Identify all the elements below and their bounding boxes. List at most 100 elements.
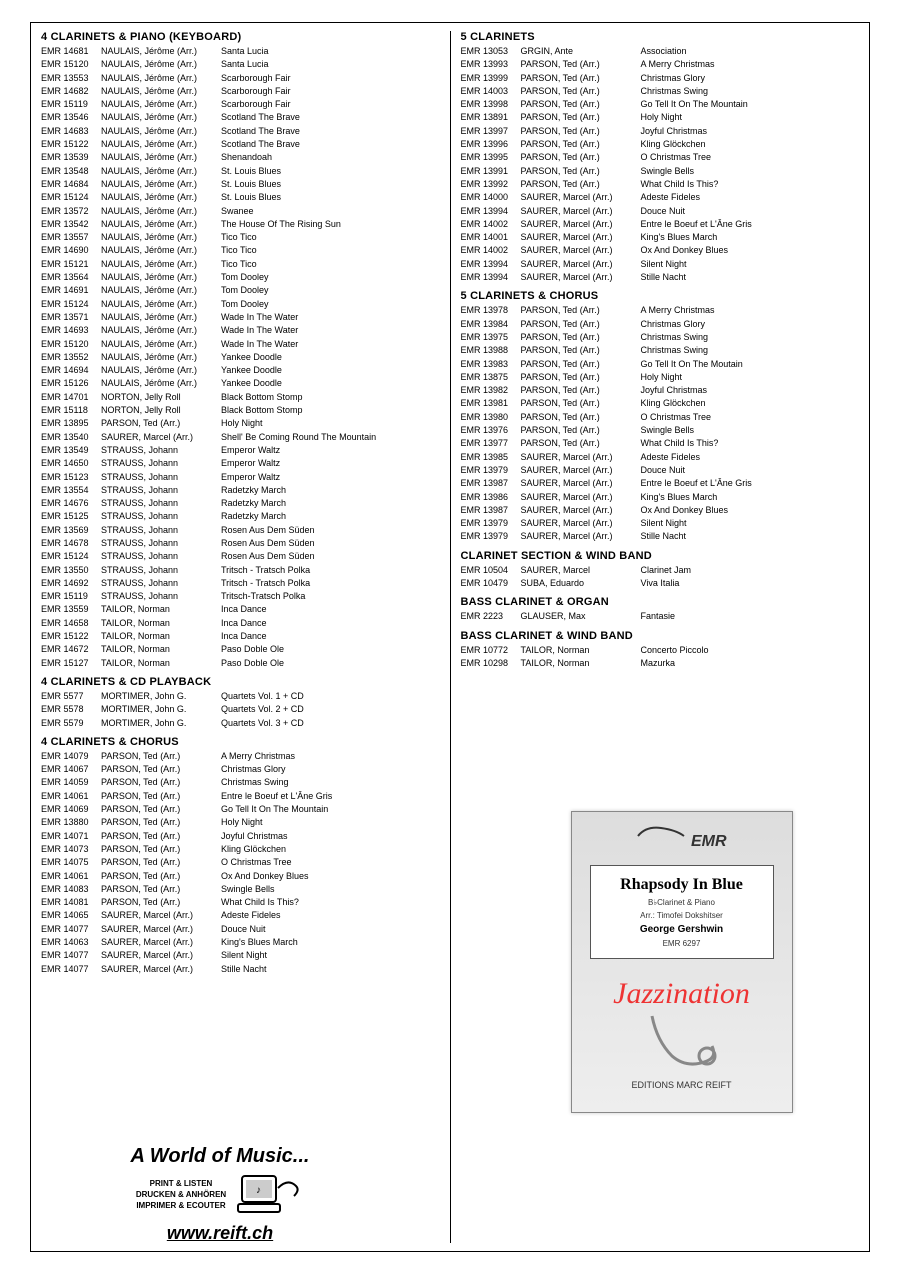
col-author: SUBA, Eduardo <box>521 577 641 590</box>
col-title: Adeste Fideles <box>641 451 860 464</box>
catalog-row: EMR 13987SAURER, Marcel (Arr.)Ox And Don… <box>461 504 860 517</box>
col-author: STRAUSS, Johann <box>101 444 221 457</box>
col-code: EMR 13996 <box>461 138 521 151</box>
cover-brand: EMR <box>572 826 792 851</box>
col-author: SAURER, Marcel (Arr.) <box>521 504 641 517</box>
col-title: O Christmas Tree <box>221 856 440 869</box>
col-title: A Merry Christmas <box>641 304 860 317</box>
col-author: PARSON, Ted (Arr.) <box>521 72 641 85</box>
catalog-row: EMR 14077SAURER, Marcel (Arr.)Stille Nac… <box>41 963 440 976</box>
col-code: EMR 14690 <box>41 244 101 257</box>
col-author: NAULAIS, Jérôme (Arr.) <box>101 364 221 377</box>
col-code: EMR 14000 <box>461 191 521 204</box>
col-author: STRAUSS, Johann <box>101 564 221 577</box>
col-title: Radetzky March <box>221 484 440 497</box>
col-code: EMR 13975 <box>461 331 521 344</box>
catalog-row: EMR 13548NAULAIS, Jérôme (Arr.)St. Louis… <box>41 165 440 178</box>
col-code: EMR 13979 <box>461 464 521 477</box>
catalog-row: EMR 13880PARSON, Ted (Arr.)Holy Night <box>41 816 440 829</box>
col-author: PARSON, Ted (Arr.) <box>521 111 641 124</box>
catalog-row: EMR 14065SAURER, Marcel (Arr.)Adeste Fid… <box>41 909 440 922</box>
col-code: EMR 13994 <box>461 271 521 284</box>
cover-composer: George Gershwin <box>595 924 769 935</box>
col-title: Paso Doble Ole <box>221 643 440 656</box>
catalog-row: EMR 13975PARSON, Ted (Arr.)Christmas Swi… <box>461 331 860 344</box>
col-code: EMR 15122 <box>41 138 101 151</box>
col-title: Radetzky March <box>221 510 440 523</box>
col-code: EMR 13998 <box>461 98 521 111</box>
catalog-row: EMR 13540SAURER, Marcel (Arr.)Shell' Be … <box>41 431 440 444</box>
catalog-row: EMR 13542NAULAIS, Jérôme (Arr.)The House… <box>41 218 440 231</box>
col-code: EMR 13552 <box>41 351 101 364</box>
col-author: PARSON, Ted (Arr.) <box>101 803 221 816</box>
col-title: Swanee <box>221 205 440 218</box>
col-author: NORTON, Jelly Roll <box>101 404 221 417</box>
catalog-row: EMR 14001SAURER, Marcel (Arr.)King's Blu… <box>461 231 860 244</box>
catalog-row: EMR 13554STRAUSS, JohannRadetzky March <box>41 484 440 497</box>
col-code: EMR 13542 <box>41 218 101 231</box>
col-author: SAURER, Marcel (Arr.) <box>101 431 221 444</box>
catalog-row: EMR 15119STRAUSS, JohannTritsch-Tratsch … <box>41 590 440 603</box>
col-title: Ox And Donkey Blues <box>641 504 860 517</box>
col-code: EMR 13539 <box>41 151 101 164</box>
catalog-row: EMR 13539NAULAIS, Jérôme (Arr.)Shenandoa… <box>41 151 440 164</box>
col-code: EMR 5579 <box>41 717 101 730</box>
catalog-row: EMR 14077SAURER, Marcel (Arr.)Silent Nig… <box>41 949 440 962</box>
col-title: Wade In The Water <box>221 338 440 351</box>
col-author: NAULAIS, Jérôme (Arr.) <box>101 271 221 284</box>
col-title: Adeste Fideles <box>221 909 440 922</box>
catalog-row: EMR 13999PARSON, Ted (Arr.)Christmas Glo… <box>461 72 860 85</box>
col-author: MORTIMER, John G. <box>101 703 221 716</box>
catalog-row: EMR 15120NAULAIS, Jérôme (Arr.)Wade In T… <box>41 338 440 351</box>
col-code: EMR 13997 <box>461 125 521 138</box>
col-title: Holy Night <box>641 111 860 124</box>
col-author: STRAUSS, Johann <box>101 510 221 523</box>
col-author: TAILOR, Norman <box>101 630 221 643</box>
col-code: EMR 13987 <box>461 504 521 517</box>
col-code: EMR 14081 <box>41 896 101 909</box>
col-title: Scotland The Brave <box>221 125 440 138</box>
col-code: EMR 13985 <box>461 451 521 464</box>
catalog-row: EMR 13979SAURER, Marcel (Arr.)Silent Nig… <box>461 517 860 530</box>
promo-url[interactable]: www.reift.ch <box>70 1223 370 1244</box>
catalog-row: EMR 13985SAURER, Marcel (Arr.)Adeste Fid… <box>461 451 860 464</box>
col-title: Holy Night <box>641 371 860 384</box>
col-author: PARSON, Ted (Arr.) <box>521 344 641 357</box>
col-title: Tico Tico <box>221 258 440 271</box>
col-author: STRAUSS, Johann <box>101 497 221 510</box>
catalog-row: EMR 15120NAULAIS, Jérôme (Arr.)Santa Luc… <box>41 58 440 71</box>
col-title: Kling Glöckchen <box>221 843 440 856</box>
col-title: Swingle Bells <box>641 424 860 437</box>
col-code: EMR 13559 <box>41 603 101 616</box>
catalog-row: EMR 14002SAURER, Marcel (Arr.)Entre le B… <box>461 218 860 231</box>
col-title: Emperor Waltz <box>221 457 440 470</box>
cover-sub1: B♭Clarinet & Piano <box>595 898 769 907</box>
computer-icon: ♪ <box>234 1168 304 1223</box>
col-author: SAURER, Marcel (Arr.) <box>521 451 641 464</box>
catalog-row: EMR 14701NORTON, Jelly RollBlack Bottom … <box>41 391 440 404</box>
col-code: EMR 14676 <box>41 497 101 510</box>
cover-title: Rhapsody In Blue <box>595 876 769 894</box>
catalog-row: EMR 13986SAURER, Marcel (Arr.)King's Blu… <box>461 491 860 504</box>
catalog-row: EMR 13875PARSON, Ted (Arr.)Holy Night <box>461 371 860 384</box>
col-code: EMR 15124 <box>41 298 101 311</box>
col-code: EMR 10504 <box>461 564 521 577</box>
promo-world-of-music: A World of Music... PRINT & LISTEN DRUCK… <box>70 1145 370 1244</box>
col-title: Christmas Glory <box>641 72 860 85</box>
col-code: EMR 15119 <box>41 98 101 111</box>
col-code: EMR 13549 <box>41 444 101 457</box>
catalog-row: EMR 13564NAULAIS, Jérôme (Arr.)Tom Doole… <box>41 271 440 284</box>
col-title: Christmas Glory <box>641 318 860 331</box>
col-author: PARSON, Ted (Arr.) <box>521 304 641 317</box>
col-title: Ox And Donkey Blues <box>641 244 860 257</box>
col-author: NAULAIS, Jérôme (Arr.) <box>101 191 221 204</box>
col-code: EMR 15118 <box>41 404 101 417</box>
col-code: EMR 15120 <box>41 58 101 71</box>
col-code: EMR 14067 <box>41 763 101 776</box>
catalog-row: EMR 13978PARSON, Ted (Arr.)A Merry Chris… <box>461 304 860 317</box>
col-author: NORTON, Jelly Roll <box>101 391 221 404</box>
catalog-row: EMR 15122TAILOR, NormanInca Dance <box>41 630 440 643</box>
catalog-row: EMR 15124STRAUSS, JohannRosen Aus Dem Sü… <box>41 550 440 563</box>
catalog-row: EMR 14692STRAUSS, JohannTritsch - Tratsc… <box>41 577 440 590</box>
col-code: EMR 10772 <box>461 644 521 657</box>
